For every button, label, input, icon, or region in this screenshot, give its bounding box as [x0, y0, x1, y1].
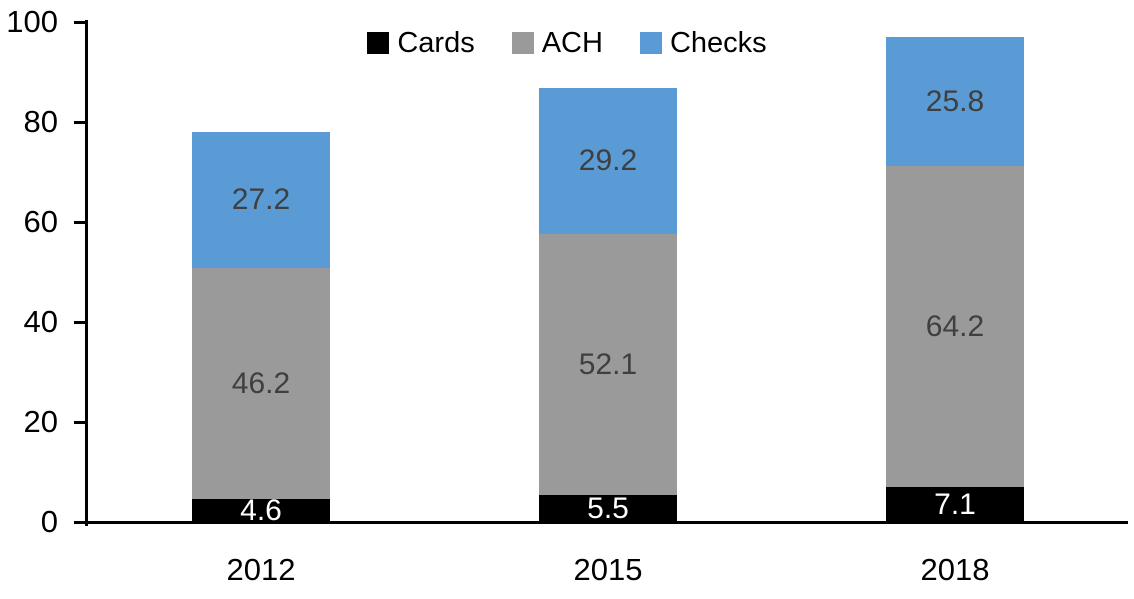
y-axis-tick-label: 40 [23, 304, 58, 339]
x-axis-label-2018: 2018 [920, 552, 990, 587]
legend-label: Checks [669, 27, 767, 59]
bar-segment-2012-cards: 4.6 [192, 494, 330, 527]
y-axis-tick [74, 521, 85, 524]
y-axis-tick-label: 60 [23, 204, 58, 239]
bar-segment-2018-checks: 25.8 [886, 37, 1024, 166]
y-axis-tick-label: 80 [23, 104, 58, 139]
legend-marker-cards-icon [367, 32, 390, 54]
value-label: 46.2 [231, 366, 291, 400]
value-label: 7.1 [934, 488, 976, 521]
value-label: 27.2 [231, 183, 291, 216]
x-axis-label-2012: 2012 [226, 552, 296, 587]
legend-marker-checks-icon [639, 32, 662, 54]
legend-item-checks: Checks [639, 27, 767, 59]
y-axis-tick [74, 221, 85, 224]
y-axis-tick [74, 421, 85, 424]
bar-segment-2015-cards: 5.5 [539, 492, 677, 525]
bar-segment-2018-cards: 7.1 [886, 487, 1024, 523]
y-axis-tick-label: 100 [6, 4, 58, 39]
value-label: 29.2 [578, 144, 638, 177]
value-label: 25.8 [925, 84, 985, 118]
legend-marker-ach-icon [511, 32, 534, 54]
y-axis-tick [74, 321, 85, 324]
value-label: 4.6 [240, 493, 282, 527]
x-axis-label-2015: 2015 [573, 552, 643, 587]
bar-segment-2015-ach: 52.1 [539, 234, 677, 495]
y-axis-line [85, 20, 88, 526]
bar-segment-2018-ach: 64.2 [886, 166, 1024, 487]
bar-segment-2012-ach: 46.2 [192, 268, 330, 499]
y-axis-tick-label: 20 [23, 404, 58, 439]
legend-label: Cards [397, 27, 475, 59]
legend-item-cards: Cards [367, 27, 475, 59]
legend-label: ACH [541, 27, 603, 59]
value-label: 52.1 [578, 347, 638, 381]
y-axis-tick-label: 0 [40, 504, 58, 539]
value-label: 5.5 [587, 492, 629, 525]
y-axis-tick [74, 121, 85, 124]
bar-segment-2015-checks: 29.2 [539, 88, 677, 234]
bar-segment-2012-checks: 27.2 [192, 132, 330, 268]
legend-item-ach: ACH [511, 27, 603, 59]
y-axis-tick [74, 21, 85, 24]
legend: Cards ACH Checks [0, 27, 1134, 59]
value-label: 64.2 [925, 309, 985, 343]
